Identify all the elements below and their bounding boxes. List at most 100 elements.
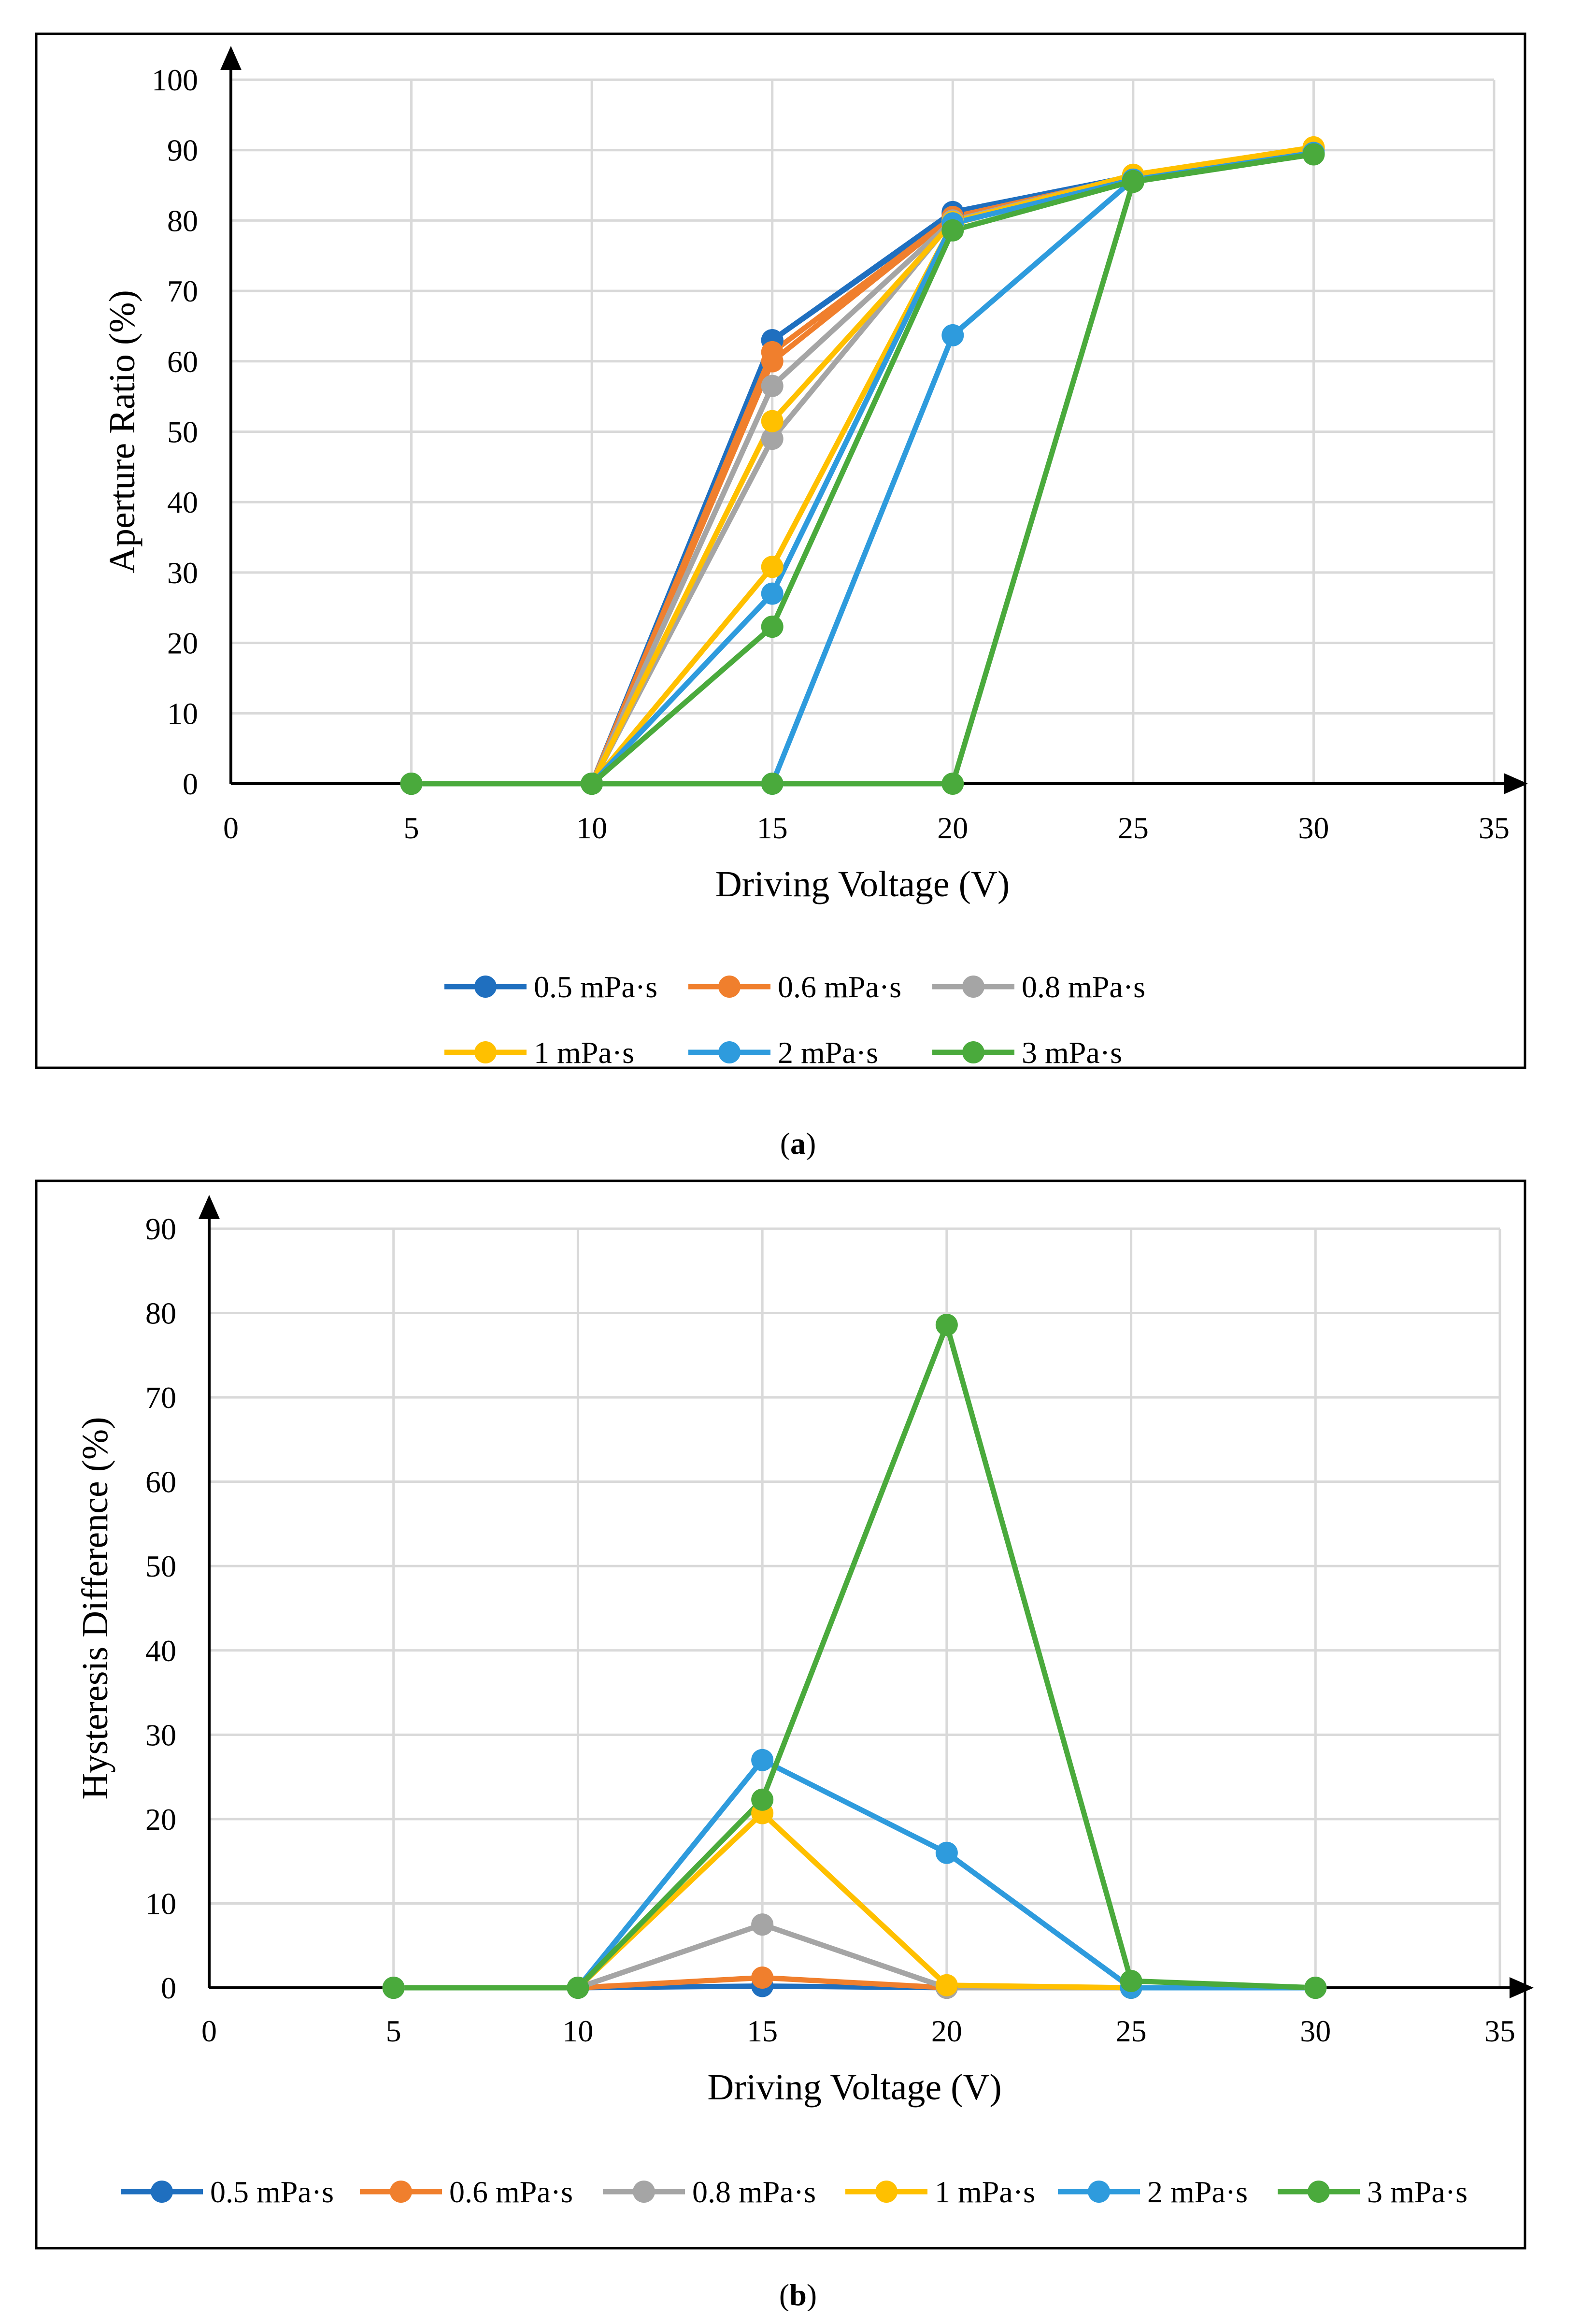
legend-label: 2 mPa·s	[1147, 2175, 1248, 2209]
legend-swatch-marker	[962, 1041, 984, 1063]
caption-paren-open: (	[779, 2278, 789, 2311]
legend-swatch-marker	[1308, 2181, 1330, 2203]
data-point	[761, 428, 784, 450]
legend-label: 3 mPa·s	[1367, 2175, 1468, 2209]
y-tick-label: 30	[145, 1718, 176, 1752]
chart-a-svg: 0 5 10 15 20 25 30 35 0 10 20 30 40 50 60 70 80 90 100 Driv…	[35, 32, 1528, 1160]
data-point	[1304, 1977, 1327, 1999]
legend: 0.5 mPa·s 0.6 mPa·s 0.8 mPa·s 1 mPa·s 2 mPa·…	[121, 2175, 1468, 2209]
gridlines	[209, 1227, 1501, 1988]
x-tick-label: 10	[576, 811, 607, 845]
series-line	[409, 151, 1316, 787]
legend-label: 0.5 mPa·s	[210, 2175, 334, 2209]
data-point	[751, 1913, 774, 1936]
caption-paren-open: (	[780, 1126, 790, 1160]
series-lines	[409, 144, 1316, 787]
legend-swatch-marker	[875, 2181, 898, 2203]
legend-label: 0.5 mPa·s	[534, 970, 657, 1004]
legend-item: 3 mPa·s	[932, 1035, 1122, 1070]
data-point	[567, 1977, 589, 1999]
chart-b-svg: 0 5 10 15 20 25 30 35 0 10 20 30 40 50 60 70 80 90 Driving…	[35, 1179, 1534, 2311]
chart-frame	[35, 1179, 1526, 2250]
caption-paren-close: )	[806, 1126, 816, 1160]
y-tick-label: 10	[167, 696, 198, 731]
x-tick-label: 15	[747, 2014, 778, 2048]
y-axis-arrow-icon	[199, 1195, 220, 1219]
chart-frame	[35, 32, 1526, 1069]
legend-swatch-marker	[474, 1041, 497, 1063]
series-line	[409, 146, 1316, 787]
legend-item: 0.5 mPa·s	[444, 970, 657, 1004]
data-point	[581, 773, 603, 795]
y-tick-label: 20	[145, 1802, 176, 1837]
x-tick-label: 35	[1484, 2014, 1515, 2048]
legend-item: 0.8 mPa·s	[932, 970, 1145, 1004]
data-point	[941, 219, 964, 242]
x-axis-arrow-icon	[1510, 1977, 1534, 1998]
legend-label: 0.6 mPa·s	[449, 2175, 573, 2209]
figure-caption: (a)	[780, 1126, 816, 1160]
x-tick-label: 5	[404, 811, 419, 845]
legend-swatch-marker	[390, 2181, 412, 2203]
x-tick-label: 30	[1298, 811, 1329, 845]
y-tick-label: 0	[183, 767, 198, 801]
figure-caption: (b)	[779, 2278, 817, 2311]
y-tick-label: 50	[145, 1549, 176, 1583]
y-tick-label: 60	[167, 344, 198, 379]
x-tick-label: 0	[201, 2014, 217, 2048]
chart-panel-b: 0 5 10 15 20 25 30 35 0 10 20 30 40 50 60 70 80 90 Driving…	[0, 1160, 1596, 2311]
data-point	[751, 1749, 774, 1771]
y-tick-label: 70	[145, 1380, 176, 1415]
legend-item: 0.6 mPa·s	[688, 970, 901, 1004]
data-point	[941, 324, 964, 346]
y-tick-label: 30	[167, 556, 198, 590]
series-line	[409, 144, 1316, 787]
y-tick-label: 80	[145, 1296, 176, 1331]
legend-item: 0.8 mPa·s	[603, 2175, 816, 2209]
data-point	[761, 773, 784, 795]
x-tick-label: 0	[223, 811, 239, 845]
x-tick-label: 30	[1300, 2014, 1331, 2048]
y-tick-label: 70	[167, 274, 198, 308]
x-tick-label: 25	[1116, 2014, 1147, 2048]
series-line	[391, 1922, 1318, 1991]
x-tick-label: 35	[1479, 811, 1510, 845]
legend-swatch-marker	[718, 1041, 741, 1063]
y-axis-title: Hysteresis Difference (%)	[75, 1417, 115, 1799]
legend: 0.5 mPa·s 0.6 mPa·s 0.8 mPa·s 1 mPa·s 2 mPa·…	[444, 970, 1145, 1070]
data-point	[761, 616, 784, 638]
y-axis-title: Aperture Ratio (%)	[102, 290, 142, 574]
y-tick-label: 40	[167, 485, 198, 519]
x-tick-label: 15	[757, 811, 788, 845]
caption-letter: a	[790, 1126, 806, 1160]
y-tick-label: 60	[145, 1465, 176, 1499]
series-line	[409, 145, 1316, 787]
series-markers	[382, 1313, 1327, 1999]
legend-item: 1 mPa·s	[845, 2175, 1035, 2209]
data-point	[400, 773, 423, 795]
series-markers	[400, 136, 1325, 795]
y-tick-label: 20	[167, 626, 198, 660]
series-line	[409, 150, 1316, 787]
x-tick-label: 10	[562, 2014, 593, 2048]
x-tick-label: 20	[937, 811, 968, 845]
caption-paren-close: )	[807, 2278, 817, 2311]
data-point	[761, 410, 784, 432]
legend-label: 0.8 mPa·s	[1022, 970, 1145, 1004]
y-tick-label: 0	[161, 1971, 176, 2005]
legend-item: 0.6 mPa·s	[360, 2175, 573, 2209]
legend-swatch-marker	[474, 976, 497, 998]
legend-item: 2 mPa·s	[1058, 2175, 1248, 2209]
series-line	[391, 1322, 1318, 1991]
legend-label: 0.8 mPa·s	[692, 2175, 816, 2209]
data-point	[751, 1967, 774, 1989]
legend-swatch-marker	[1088, 2181, 1110, 2203]
data-point	[761, 341, 784, 363]
x-tick-label: 20	[931, 2014, 962, 2048]
legend-label: 3 mPa·s	[1022, 1035, 1122, 1070]
chart-panel-a: 0 5 10 15 20 25 30 35 0 10 20 30 40 50 60 70 80 90 100 Driv…	[35, 32, 1528, 1160]
legend-swatch-marker	[151, 2181, 173, 2203]
legend-item: 0.5 mPa·s	[121, 2175, 334, 2209]
legend-item: 2 mPa·s	[688, 1035, 878, 1070]
series-line	[391, 1810, 1318, 1991]
